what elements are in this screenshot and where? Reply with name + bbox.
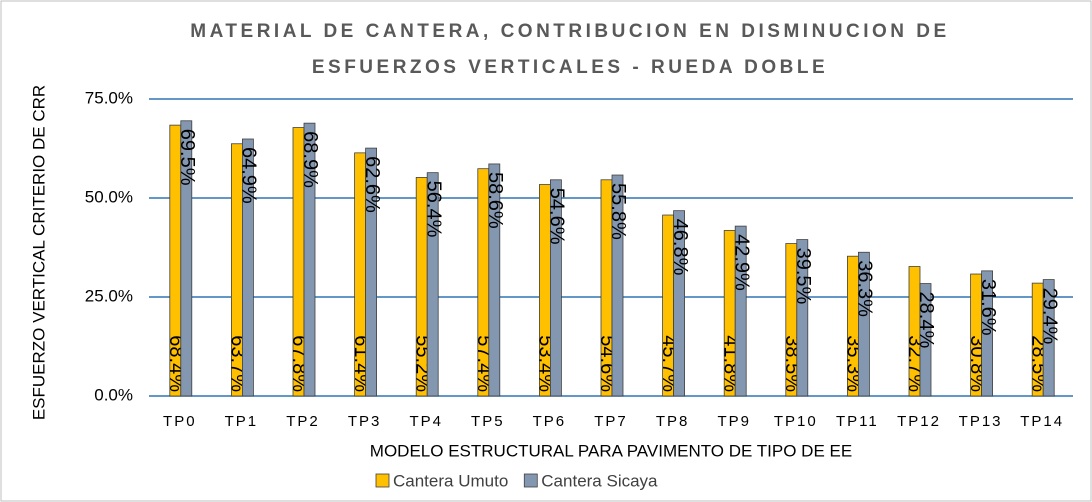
- bar: [180, 120, 193, 397]
- x-tick-label: TP4: [409, 413, 443, 430]
- y-tick-label: 0.0%: [94, 385, 133, 404]
- data-label: 54.6%: [546, 188, 568, 245]
- bar: [303, 122, 316, 397]
- x-tick-label: TP2: [286, 413, 320, 430]
- bar: [550, 179, 562, 397]
- legend-swatch: [375, 473, 390, 488]
- data-label: 46.8%: [669, 219, 691, 276]
- x-tick-label: TP5: [471, 413, 505, 430]
- x-tick-label: TP7: [594, 413, 628, 430]
- legend-label: Cantera Umuto: [393, 471, 508, 490]
- bar: [981, 270, 993, 397]
- bar: [919, 283, 932, 397]
- x-tick-label: TP8: [656, 413, 690, 430]
- data-label: 64.9%: [238, 147, 260, 204]
- chart-title: MATERIAL DE CANTERA, CONTRIBUCION EN DIS…: [190, 21, 949, 42]
- data-label: 31.6%: [977, 279, 999, 336]
- data-label: 69.5%: [176, 129, 198, 186]
- legend-label: Cantera Sicaya: [541, 471, 658, 490]
- data-label: 29.4%: [1038, 288, 1060, 345]
- bar: [1042, 279, 1055, 397]
- bar: [734, 225, 747, 397]
- data-label: 68.9%: [299, 131, 321, 188]
- bar: [426, 172, 439, 397]
- x-tick-label: TP11: [836, 413, 879, 430]
- x-tick-label: TP9: [717, 413, 751, 430]
- data-label: 36.3%: [854, 260, 876, 317]
- y-axis-title: ESFUERZO VERTICAL CRITERIO DE CRR: [29, 85, 48, 420]
- y-tick-label: 75.0%: [85, 88, 133, 107]
- x-tick-label: TP13: [959, 413, 1003, 430]
- legend-swatch: [523, 473, 538, 488]
- bar: [673, 210, 685, 397]
- x-tick-label: TP3: [348, 413, 382, 430]
- x-tick-label: TP1: [225, 413, 259, 430]
- x-tick-label: TP6: [533, 413, 567, 430]
- x-tick-label: TP12: [897, 413, 941, 430]
- x-tick-label: TP10: [774, 413, 818, 430]
- data-label: 42.9%: [730, 234, 752, 291]
- bar: [488, 163, 501, 397]
- bar: [611, 174, 624, 397]
- chart-title: ESFUERZOS VERTICALES - RUEDA DOBLE: [312, 57, 828, 78]
- y-tick-label: 50.0%: [85, 187, 133, 206]
- data-label: 28.4%: [915, 292, 937, 349]
- data-label: 55.8%: [607, 183, 629, 240]
- data-label: 39.5%: [792, 248, 814, 305]
- data-label: 58.6%: [484, 172, 506, 229]
- x-tick-label: TP14: [1020, 413, 1064, 430]
- bar: [796, 239, 809, 397]
- data-label: 56.4%: [422, 181, 444, 238]
- bar: [365, 147, 378, 397]
- x-axis-title: MODELO ESTRUCTURAL PARA PAVIMENTO DE TIP…: [370, 441, 852, 460]
- bar: [858, 251, 870, 397]
- x-tick-label: TP0: [163, 413, 197, 430]
- bar: [241, 138, 254, 397]
- y-tick-label: 25.0%: [85, 286, 133, 305]
- data-label: 62.6%: [361, 156, 383, 213]
